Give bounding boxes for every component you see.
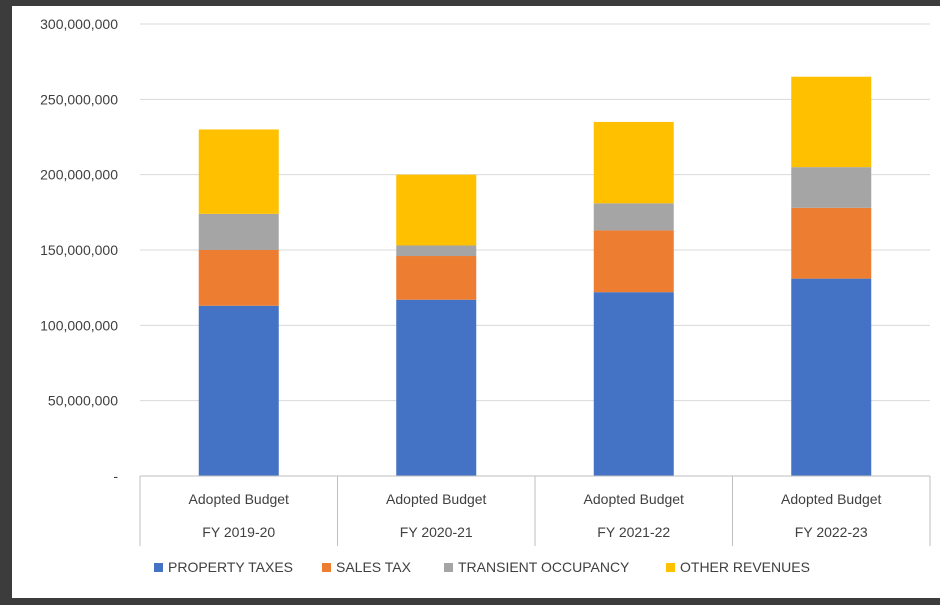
legend-swatch bbox=[154, 563, 163, 572]
bar-segment-property-taxes bbox=[396, 299, 477, 476]
bar-segment-property-taxes bbox=[198, 305, 279, 476]
category-label-line1: Adopted Budget bbox=[189, 491, 290, 507]
stacked-bar-chart: - 50,000,000 100,000,000 150,000,000 200,000… bbox=[40, 16, 931, 575]
bar-segment-other-revenues bbox=[791, 76, 872, 168]
y-tick-label: 150,000,000 bbox=[40, 242, 118, 258]
bar-segment-other-revenues bbox=[396, 174, 477, 246]
legend-swatch bbox=[666, 563, 675, 572]
bar-segment-property-taxes bbox=[791, 278, 872, 476]
bar-segment-sales-tax bbox=[396, 256, 477, 300]
category-label-line2: FY 2020-21 bbox=[400, 524, 473, 540]
legend-label: PROPERTY TAXES bbox=[168, 559, 293, 575]
category-label-line1: Adopted Budget bbox=[781, 491, 882, 507]
legend-label: OTHER REVENUES bbox=[680, 559, 810, 575]
y-tick-label: 300,000,000 bbox=[40, 16, 118, 32]
bars bbox=[198, 76, 872, 476]
bar-segment-property-taxes bbox=[593, 292, 674, 476]
legend-label: TRANSIENT OCCUPANCY bbox=[458, 559, 630, 575]
bar-segment-sales-tax bbox=[198, 250, 279, 306]
category-label-line1: Adopted Budget bbox=[584, 491, 685, 507]
bar-segment-transient-occupancy bbox=[791, 167, 872, 208]
x-axis: Adopted Budget FY 2019-20 Adopted Budget FY… bbox=[139, 475, 931, 546]
legend-swatch bbox=[322, 563, 331, 572]
category-label-line1: Adopted Budget bbox=[386, 491, 487, 507]
y-axis-tick-labels: - 50,000,000 100,000,000 150,000,000 200,000… bbox=[40, 16, 118, 484]
category-label-line2: FY 2022-23 bbox=[795, 524, 868, 540]
category-label-line2: FY 2021-22 bbox=[597, 524, 670, 540]
legend-swatch bbox=[444, 563, 453, 572]
bar-segment-transient-occupancy bbox=[593, 203, 674, 231]
legend: PROPERTY TAXES SALES TAX TRANSIENT OCCUPAN… bbox=[154, 559, 810, 575]
y-tick-label: 100,000,000 bbox=[40, 317, 118, 333]
y-tick-label: - bbox=[113, 468, 118, 484]
bar-segment-transient-occupancy bbox=[198, 213, 279, 250]
y-tick-label: 250,000,000 bbox=[40, 91, 118, 107]
bar-segment-other-revenues bbox=[593, 121, 674, 204]
y-tick-label: 200,000,000 bbox=[40, 167, 118, 183]
bar-segment-transient-occupancy bbox=[396, 245, 477, 257]
chart-panel: - 50,000,000 100,000,000 150,000,000 200,000… bbox=[12, 6, 940, 598]
category-label-line2: FY 2019-20 bbox=[202, 524, 275, 540]
bar-segment-sales-tax bbox=[593, 230, 674, 293]
y-tick-label: 50,000,000 bbox=[48, 393, 118, 409]
legend-label: SALES TAX bbox=[336, 559, 412, 575]
bar-segment-sales-tax bbox=[791, 207, 872, 279]
bar-segment-other-revenues bbox=[198, 129, 279, 214]
